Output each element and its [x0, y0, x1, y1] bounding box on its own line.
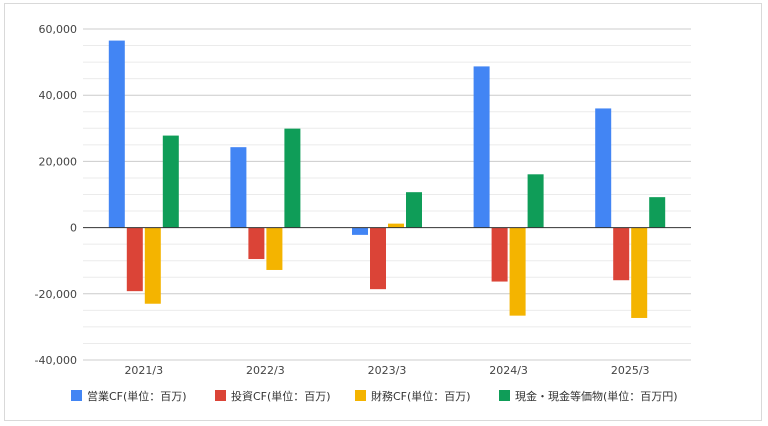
legend-swatch [355, 390, 366, 401]
bar-2021-3-series-3 [144, 227, 161, 304]
legend-label: 営業CF(単位：百万) [87, 389, 187, 403]
bar-2022-3-series-3 [266, 227, 283, 270]
legend-label: 財務CF(単位：百万) [371, 389, 471, 403]
x-tick-label: 2024/3 [489, 364, 528, 377]
x-tick-label: 2023/3 [368, 364, 407, 377]
bar-2024-3-series-3 [509, 227, 526, 316]
bar-2022-3-series-1 [230, 147, 247, 228]
x-tick-label: 2021/3 [124, 364, 163, 377]
bars [108, 40, 666, 318]
gridlines [83, 28, 691, 361]
legend-label: 現金・現金等価物(単位：百万円) [515, 389, 678, 403]
bar-2024-3-series-2 [491, 227, 508, 282]
legend-label: 投資CF(単位：百万) [231, 389, 331, 403]
y-axis-ticks: -40,000 -20,000 0 20,000 40,000 60,000 [35, 23, 77, 367]
bar-2021-3-series-2 [126, 227, 143, 292]
legend-swatch [71, 390, 82, 401]
bar-2025-3-series-2 [613, 227, 630, 281]
x-axis-ticks: 2021/3 2022/3 2023/3 2024/3 2025/3 [124, 364, 649, 377]
y-tick-label: 0 [70, 222, 77, 235]
chart-frame: -40,000 -20,000 0 20,000 40,000 60,000 2021/3… [4, 3, 762, 421]
y-tick-label: 40,000 [39, 89, 78, 102]
bar-2022-3-series-4 [284, 128, 301, 228]
y-tick-label: -20,000 [35, 288, 77, 301]
bar-2025-3-series-4 [649, 197, 666, 228]
legend-swatch [499, 390, 510, 401]
bar-2023-3-series-4 [406, 192, 422, 228]
bar-2023-3-series-2 [370, 227, 386, 290]
legend-swatch [215, 390, 226, 401]
bar-2021-3-series-1 [108, 40, 125, 228]
bar-2023-3-series-1 [352, 227, 368, 235]
bar-2025-3-series-3 [631, 227, 648, 318]
bar-2024-3-series-4 [527, 174, 544, 228]
x-tick-label: 2022/3 [246, 364, 285, 377]
bar-2022-3-series-2 [248, 227, 265, 260]
bar-2021-3-series-4 [162, 135, 179, 228]
y-tick-label: 60,000 [39, 23, 78, 36]
bar-2024-3-series-1 [473, 66, 490, 228]
bar-2023-3-series-3 [388, 223, 404, 228]
bar-2025-3-series-1 [595, 108, 612, 228]
y-tick-label: 20,000 [39, 155, 78, 168]
bar-chart: -40,000 -20,000 0 20,000 40,000 60,000 2021/3… [35, 23, 691, 403]
y-tick-label: -40,000 [35, 354, 77, 367]
x-tick-label: 2025/3 [611, 364, 650, 377]
legend: 営業CF(単位：百万) 投資CF(単位：百万) 財務CF(単位：百万) 現金・現金等価… [71, 389, 678, 403]
